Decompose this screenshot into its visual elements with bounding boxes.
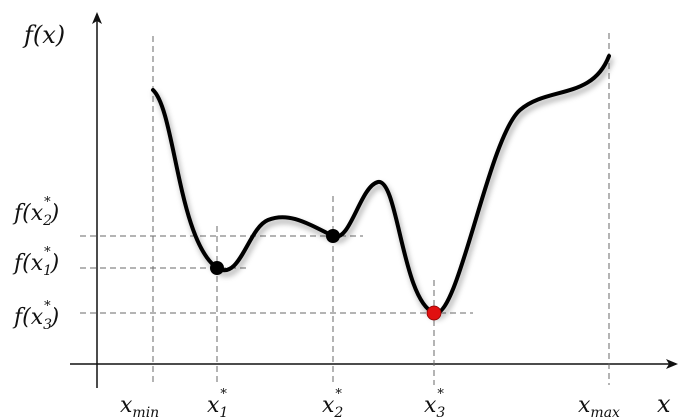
x-label-x3: x3* [424, 387, 445, 419]
x-label-xmax: xmax [578, 393, 620, 419]
local-min-point-x2 [326, 229, 340, 243]
x-label-x2: x2* [322, 387, 343, 419]
y-label-f3: f(x3*) [12, 299, 59, 333]
global-min-point-x3 [426, 305, 442, 321]
y-label-f2: f(x2*) [12, 195, 59, 229]
x-label-x1: x1* [207, 387, 228, 419]
local-min-point-x1 [210, 261, 224, 275]
x-label-xmin: xmin [120, 393, 159, 419]
y-label-f1: f(x1*) [12, 245, 59, 279]
function-curve [151, 54, 611, 316]
y-axis-label: f(x) [22, 21, 65, 49]
x-axis-label: x [657, 390, 671, 418]
